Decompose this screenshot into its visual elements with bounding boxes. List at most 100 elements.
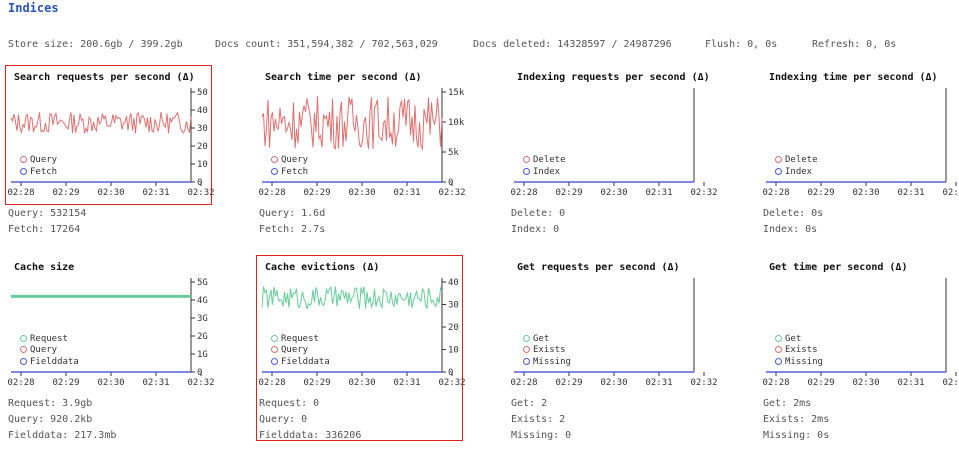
y-tick-label: 0 [197,178,202,188]
readout-value: Get: 2 [511,398,548,409]
chart-panel-cache-evictions: Cache evictions (Δ) 0 10 20 30 40 02:28 02:29 02… [258,262,491,467]
legend-item[interactable]: Request [271,334,330,346]
legend-item[interactable]: Exists [775,345,823,357]
x-tick-label: 02:31 [645,188,672,198]
legend-label: Index [785,166,813,177]
legend-label: Exists [785,345,818,355]
x-tick-label: 02:30 [600,378,627,388]
chart-plot: 0 5k 10k 15k 02:28 02:29 02:30 02:31 02:32 [258,88,466,198]
legend-item[interactable]: Request [20,334,79,346]
readout-value: Query: 0 [259,414,308,425]
legend-item[interactable]: Fielddata [20,357,79,369]
chart-plot: 02:28 02:29 02:30 02:31 02:32 [762,278,959,388]
readout-value: Index: 0 [511,224,560,235]
y-tick-label: 40 [197,106,208,116]
x-tick-label: 02:31 [393,188,420,198]
chart-title: Get requests per second (Δ) [517,262,680,273]
readout-value: Request: 3.9gb [8,398,93,409]
series-line [261,96,443,151]
chart-legend: Delete Index [775,155,818,178]
y-tick-label: 10k [448,118,465,128]
x-tick-label: 02:32 [187,188,214,198]
legend-item[interactable]: Missing [523,357,571,369]
legend-label: Fetch [281,166,309,177]
legend-dot-icon [271,156,278,163]
chart-title: Search requests per second (Δ) [14,72,195,83]
legend-label: Exists [533,345,566,355]
readout-value: Fielddata: 336206 [259,430,362,441]
legend-item[interactable]: Get [775,334,823,346]
legend-label: Missing [533,356,571,367]
legend-item[interactable]: Query [271,155,308,167]
x-tick-label: 02:31 [142,188,169,198]
chart-readouts: Request: 3.9gb Query: 920.2kb Fielddata: 2… [8,396,116,444]
legend-dot-icon [775,346,782,353]
chart-readouts: Query: 532154 Fetch: 17264 [8,206,86,238]
readout-value: Delete: 0s [763,208,824,219]
y-tick-label: 2G [197,332,208,342]
chart-plot: 02:28 02:29 02:30 02:31 02:32 [510,278,718,388]
chart-legend: Query Fetch [271,155,308,178]
x-tick-label: 02:28 [762,188,789,198]
legend-label: Missing [785,356,823,367]
x-tick-label: 02:32 [690,188,717,198]
legend-item[interactable]: Index [523,167,566,179]
legend-item[interactable]: Fetch [20,167,57,179]
legend-dot-icon [523,357,530,365]
legend-item[interactable]: Exists [523,345,571,357]
legend-label: Fielddata [30,356,79,367]
x-tick-label: 02:32 [438,188,465,198]
readout-value: Delete: 0 [511,208,566,219]
y-tick-label: 40 [448,278,459,288]
x-tick-label: 02:30 [852,378,879,388]
legend-label: Request [281,333,319,344]
chart-legend: Get Exists Missing [523,334,571,369]
legend-label: Get [533,333,550,344]
chart-panel-get-requests-per-second: Get requests per second (Δ) 02:28 02:29 02:… [510,262,743,467]
legend-dot-icon [20,334,27,342]
legend-item[interactable]: Index [775,167,818,179]
legend-item[interactable]: Query [20,155,57,167]
chart-readouts: Delete: 0 Index: 0 [511,206,565,238]
legend-item[interactable]: Fielddata [271,357,330,369]
y-tick-label: 3G [197,314,208,324]
legend-dot-icon [523,334,530,342]
x-tick-label: 02:29 [807,378,834,388]
legend-dot-icon [20,156,27,163]
legend-item[interactable]: Delete [775,155,818,167]
x-tick-label: 02:32 [942,378,959,388]
x-tick-label: 02:31 [393,378,420,388]
y-tick-label: 0 [448,178,453,188]
flush-stat: Flush: 0, 0s [705,39,778,50]
legend-label: Query [281,155,309,165]
legend-item[interactable]: Missing [775,357,823,369]
y-tick-label: 5k [448,148,459,158]
legend-dot-icon [775,167,782,175]
legend-item[interactable]: Query [271,345,330,357]
readout-value: Missing: 0 [511,430,572,441]
x-tick-label: 02:29 [807,188,834,198]
x-tick-label: 02:30 [97,188,124,198]
highlight-frame [5,65,212,205]
legend-dot-icon [775,357,782,365]
chart-title: Cache size [14,262,75,273]
chart-panel-search-requests-per-second: Search requests per second (Δ) 0 10 20 30 40 5… [7,72,240,277]
legend-label: Query [30,345,58,355]
legend-item[interactable]: Delete [523,155,566,167]
chart-legend: Request Query Fielddata [20,334,79,369]
y-tick-label: 50 [197,88,208,98]
chart-legend: Get Exists Missing [775,334,823,369]
chart-panel-indexing-time-per-second: Indexing time per second (Δ) 02:28 02:29 02… [762,72,959,277]
legend-item[interactable]: Fetch [271,167,308,179]
legend-dot-icon [20,357,27,365]
chart-plot: 02:28 02:29 02:30 02:31 02:32 [510,88,718,198]
y-tick-label: 0 [448,368,453,378]
readout-value: Fielddata: 217.3mb [8,430,117,441]
x-tick-label: 02:29 [52,378,79,388]
x-tick-label: 02:30 [97,378,124,388]
legend-item[interactable]: Get [523,334,571,346]
y-tick-label: 5G [197,278,208,288]
y-tick-label: 10 [448,346,459,356]
docs-count-stat: Docs count: 351,594,382 / 702,563,029 [215,39,438,50]
legend-item[interactable]: Query [20,345,79,357]
